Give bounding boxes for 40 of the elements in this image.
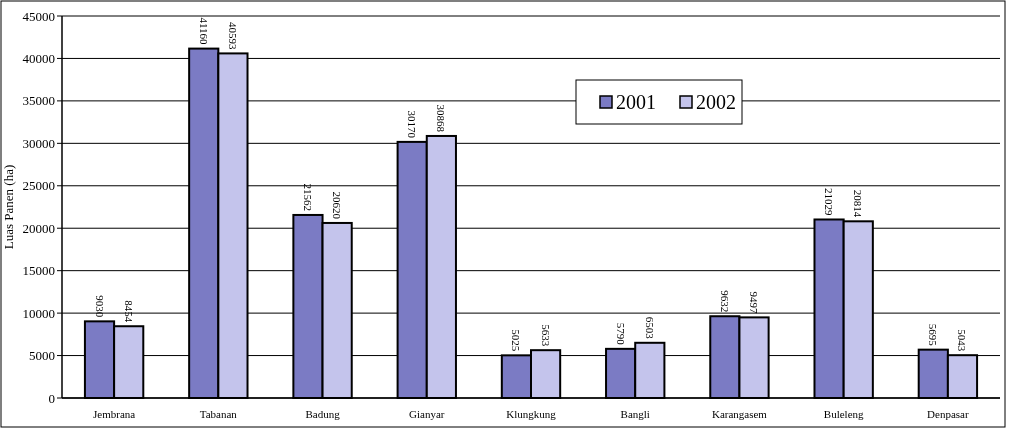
x-tick-label: Jembrana <box>93 408 136 420</box>
legend-label: 2001 <box>616 91 656 113</box>
y-tick-label: 5000 <box>29 348 55 364</box>
x-tick-label: Bangli <box>620 408 650 420</box>
x-tick-label: Denpasar <box>927 408 969 420</box>
data-label: 20620 <box>331 191 344 220</box>
data-label: 5043 <box>956 329 969 352</box>
data-label: 9632 <box>718 290 731 313</box>
data-label: 40593 <box>226 21 239 50</box>
y-axis-title: Luas Panen (ha) <box>1 164 16 250</box>
y-tick-label: 40000 <box>22 50 55 66</box>
data-label: 21562 <box>301 183 314 211</box>
y-tick-label: 25000 <box>22 178 55 194</box>
y-tick-label: 30000 <box>22 135 55 151</box>
data-label: 30170 <box>406 110 419 139</box>
data-label: 5695 <box>927 323 940 347</box>
x-tick-label: Klungkung <box>506 408 557 420</box>
data-label: 41160 <box>197 17 210 46</box>
x-tick-label: Gianyar <box>409 408 445 420</box>
x-tick-label: Badung <box>305 408 341 420</box>
data-label: 8454 <box>122 300 135 323</box>
y-tick-label: 20000 <box>22 220 55 236</box>
data-label: 30868 <box>435 104 448 133</box>
data-label: 9497 <box>748 291 761 314</box>
y-tick-label: 10000 <box>22 305 55 321</box>
data-label: 5025 <box>510 329 523 352</box>
data-label: 9030 <box>93 295 106 318</box>
legend-label: 2002 <box>696 91 736 113</box>
y-tick-label: 35000 <box>22 93 55 109</box>
data-label: 5633 <box>539 324 552 347</box>
data-label: 21029 <box>823 187 836 216</box>
x-tick-label: Buleleng <box>823 408 865 420</box>
y-tick-label: 15000 <box>22 263 55 279</box>
data-label: 20814 <box>852 189 865 218</box>
x-tick-label: Karangasem <box>711 408 768 420</box>
data-label: 5790 <box>614 322 627 346</box>
y-tick-label: 45000 <box>22 8 55 24</box>
y-tick-label: 0 <box>48 390 55 406</box>
x-tick-label: Tabanan <box>199 408 238 420</box>
data-label: 6503 <box>643 316 656 340</box>
